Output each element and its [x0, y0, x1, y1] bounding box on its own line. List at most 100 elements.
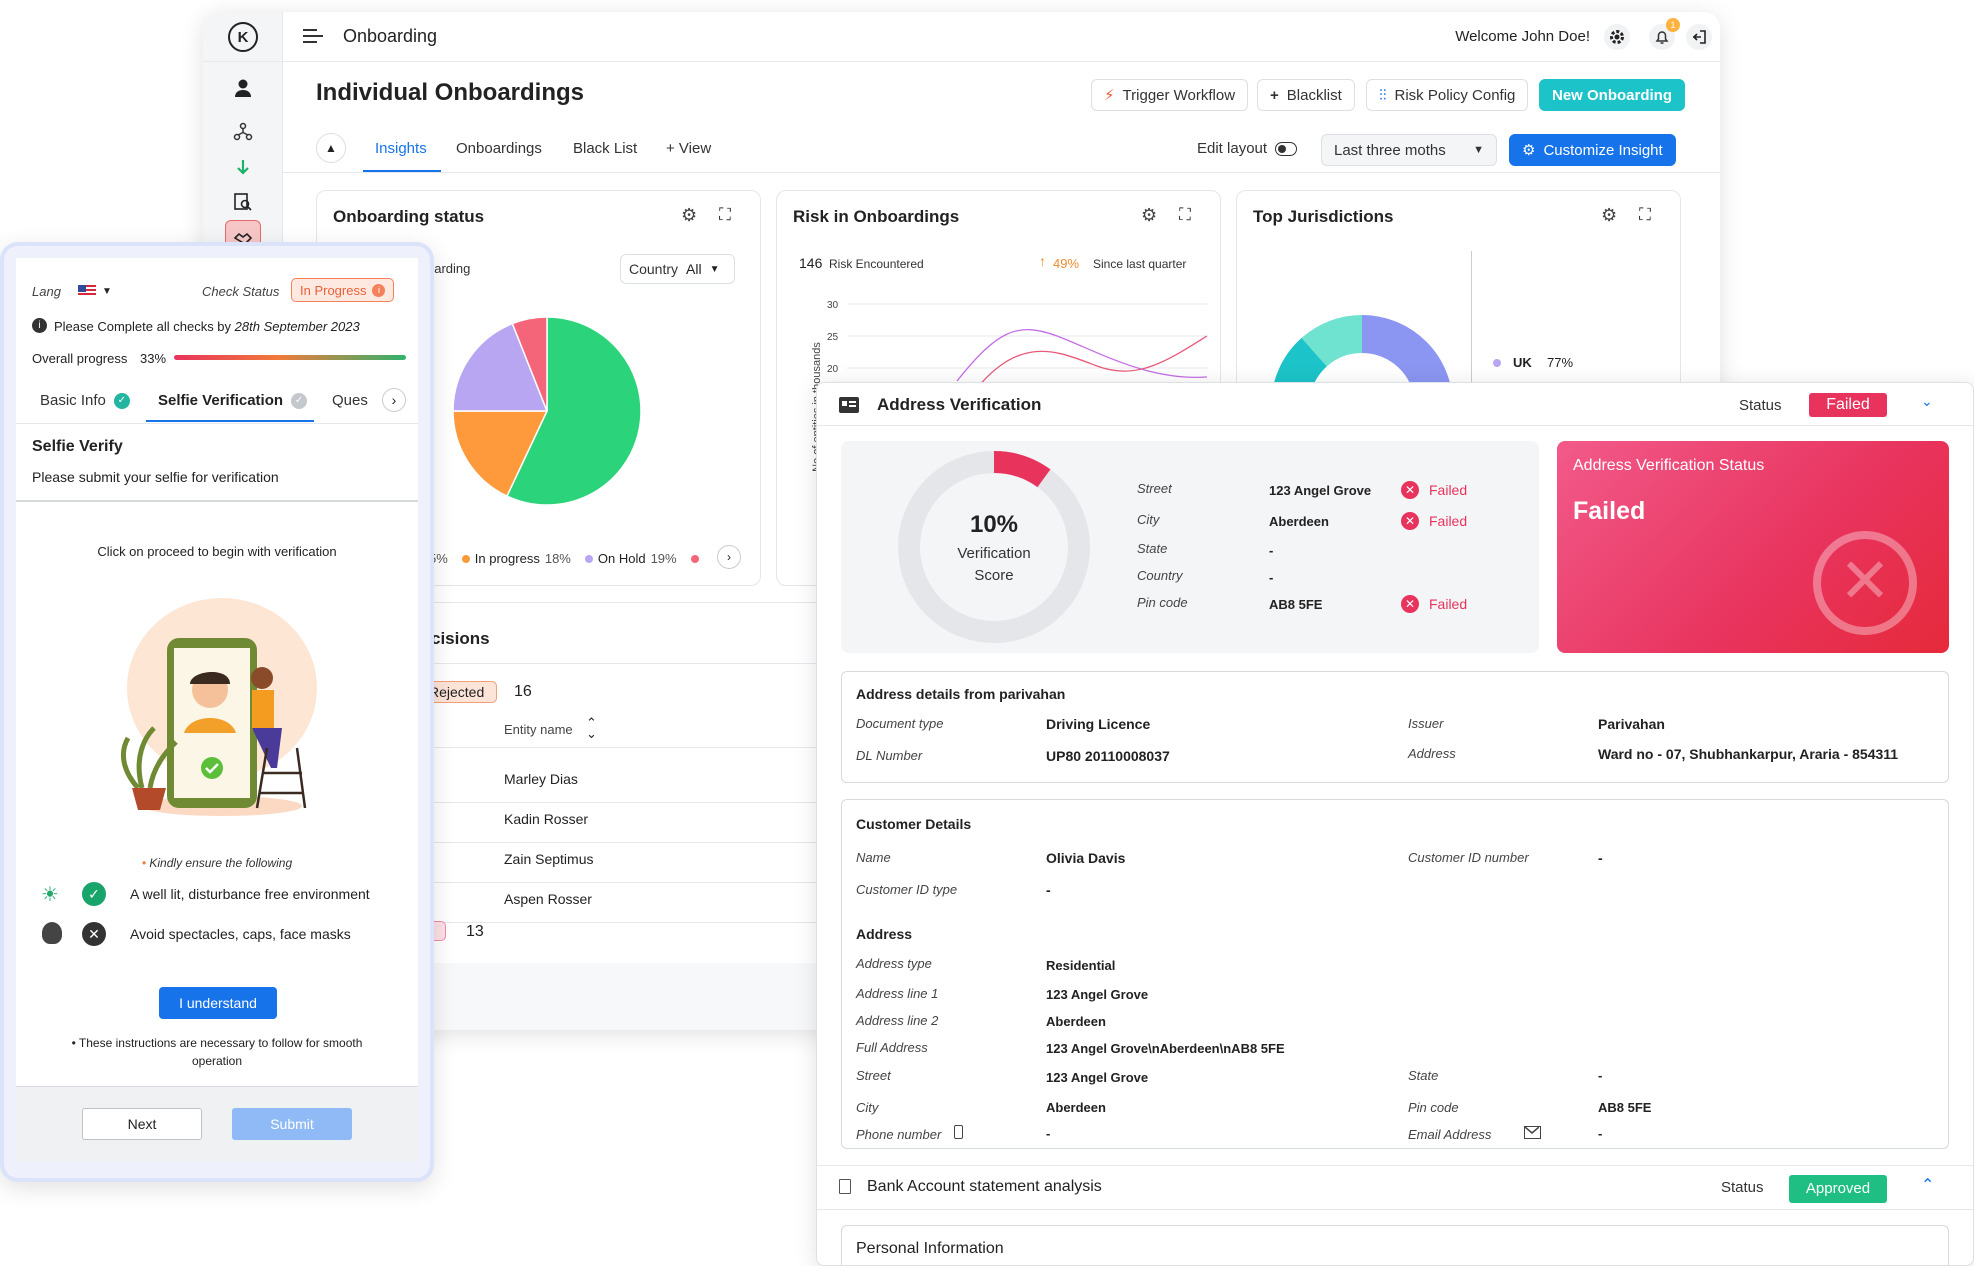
logo-icon[interactable]: K [228, 22, 258, 52]
legend-item: In progress 18% [461, 551, 571, 566]
legend-uk-label: UK [1513, 355, 1532, 370]
rejected-chip[interactable]: Rejected [416, 681, 498, 703]
approved-badge: Approved [1789, 1175, 1887, 1203]
network-icon[interactable] [225, 114, 261, 150]
mobile-panel: Lang ▼ Check Status In Progress i i Plea… [16, 258, 418, 1162]
tab-black-list[interactable]: Black List [573, 140, 638, 157]
country-select[interactable]: Country All ▼ [620, 254, 735, 284]
check-circle-icon: ✓ [113, 392, 130, 409]
expand-icon[interactable]: ⛶ [1639, 205, 1651, 224]
phone-value: - [1046, 1126, 1051, 1141]
progress-bar [174, 355, 406, 360]
onboarding-pie-chart [452, 316, 642, 506]
widget-settings-icon[interactable]: ⚙ [681, 205, 698, 225]
city-value: Aberdeen [1046, 1100, 1106, 1115]
field-label-street: Street [1137, 481, 1172, 496]
i-understand-button[interactable]: I understand [159, 987, 277, 1019]
us-flag-icon [78, 285, 96, 297]
tab-selfie-verification[interactable]: Selfie Verification ✓ [158, 392, 308, 409]
address-line2-value: Aberdeen [1046, 1014, 1106, 1029]
tabs-next-button[interactable]: › [382, 388, 406, 412]
progress-label: Overall progress [32, 351, 128, 366]
pin-value: AB8 5FE [1598, 1100, 1652, 1115]
risk-pct: 49% [1053, 256, 1080, 271]
expand-chevron-icon[interactable]: ⌃ [1921, 1177, 1935, 1194]
header-title: Onboarding [343, 26, 438, 46]
field-value: - [1269, 543, 1274, 558]
blacklist-button[interactable]: + Blacklist [1257, 79, 1355, 111]
edit-layout-toggle[interactable] [1275, 142, 1297, 156]
state-label: State [1408, 1068, 1439, 1083]
search-document-icon[interactable] [225, 184, 261, 220]
risk-policy-button[interactable]: ⫶⫶ Risk Policy Config [1366, 79, 1529, 111]
tab-basic-info[interactable]: Basic Info ✓ [40, 392, 130, 409]
legend-item: On Hold 19% [584, 551, 677, 566]
address-line1-value: 123 Angel Grove [1046, 987, 1149, 1002]
bell-icon[interactable] [1649, 24, 1675, 50]
country-value: All [686, 261, 702, 277]
risk-count: 146 [799, 255, 823, 271]
field-result-text: Failed [1429, 513, 1468, 529]
customize-insight-button[interactable]: ⚙ Customize Insight [1509, 134, 1676, 166]
trigger-workflow-button[interactable]: ⚡ Trigger Workflow [1091, 79, 1249, 111]
status-failed-badge: Failed [1809, 393, 1887, 417]
widget-settings-icon[interactable]: ⚙ [1601, 205, 1618, 225]
tab-insights[interactable]: Insights [375, 140, 427, 157]
verification-score-ring [898, 451, 1090, 643]
cross-dark-icon: ✕ [82, 922, 106, 946]
legend-next-button[interactable]: › [717, 545, 741, 569]
collapse-button[interactable]: ▲ [316, 133, 346, 163]
y-tick-25: 25 [827, 332, 839, 343]
field-value: 123 Angel Grove [1269, 483, 1372, 498]
settings-icon[interactable] [1604, 24, 1630, 50]
id-card-icon [839, 397, 859, 413]
period-value: Last three moths [1334, 141, 1446, 159]
chevron-down-icon: ▼ [1473, 144, 1484, 156]
field-result: ✕ Failed [1401, 481, 1467, 499]
customer-id-label: Customer ID number [1408, 850, 1529, 865]
status-badge[interactable]: In Progress i [291, 278, 395, 302]
expand-icon[interactable]: ⛶ [1179, 205, 1191, 224]
doc-type-value: Driving Licence [1046, 716, 1151, 732]
field-value: - [1269, 570, 1274, 585]
tab-add-view[interactable]: + View [666, 140, 712, 157]
widget-settings-icon[interactable]: ⚙ [1141, 205, 1158, 225]
download-icon[interactable] [225, 150, 261, 186]
parivahan-address-value: Ward no - 07, Shubhankarpur, Araria - 85… [1598, 746, 1899, 762]
tab-onboardings[interactable]: Onboardings [456, 140, 542, 157]
menu-toggle-icon[interactable] [303, 28, 323, 49]
panel-footer [16, 1086, 418, 1162]
decisions-title: cisions [431, 629, 490, 648]
address-type-label: Address type [856, 956, 932, 971]
tab-questions[interactable]: Ques [332, 392, 368, 409]
section-title: Selfie Verify [32, 438, 123, 455]
section-subtitle: Please submit your selfie for verificati… [32, 469, 279, 485]
collapse-chevron-icon[interactable]: ⌄ [1921, 393, 1933, 409]
gear-icon: ⚙ [1522, 142, 1536, 159]
tab-selfie-underline [146, 420, 314, 422]
sort-icon[interactable]: ⌃ ⌄ [586, 715, 597, 741]
address-subtitle: Address [856, 926, 913, 942]
period-select[interactable]: Last three moths ▼ [1321, 134, 1497, 166]
entity-name-header[interactable]: Entity name [504, 722, 573, 737]
submit-button[interactable]: Submit [232, 1108, 352, 1140]
new-onboarding-button[interactable]: New Onboarding [1539, 79, 1685, 111]
next-button[interactable]: Next [82, 1108, 202, 1140]
customer-id-type-label: Customer ID type [856, 882, 958, 897]
address-line1-label: Address line 1 [856, 986, 939, 1001]
legend-dot [461, 554, 470, 563]
full-address-label: Full Address [856, 1040, 928, 1055]
country-label: Country [629, 261, 679, 277]
expand-icon[interactable]: ⛶ [719, 205, 731, 224]
proceed-text: Click on proceed to begin with verificat… [97, 544, 337, 559]
user-icon[interactable] [225, 70, 261, 106]
legend-dot [584, 554, 593, 563]
failed-cross-icon: ✕ [1813, 531, 1917, 635]
logout-icon[interactable] [1686, 24, 1712, 50]
address-type-value: Residential [1046, 958, 1116, 973]
deadline-date: 28th September 2023 [234, 319, 360, 334]
customize-insight-label: Customize Insight [1543, 141, 1663, 159]
language-select[interactable]: ▼ [78, 280, 130, 302]
since-label: Since last quarter [1093, 257, 1187, 271]
lang-label: Lang [32, 284, 61, 299]
